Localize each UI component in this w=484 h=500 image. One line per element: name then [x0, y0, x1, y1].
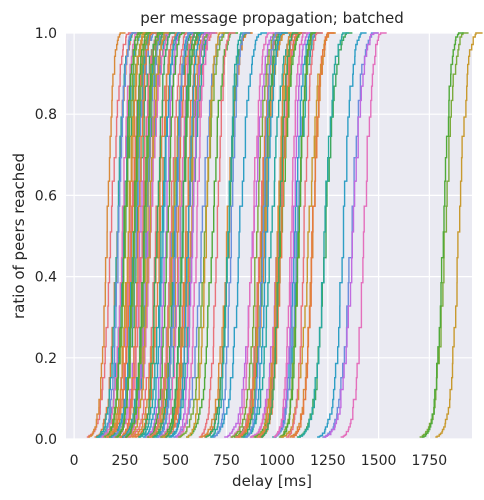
series-line — [244, 32, 289, 438]
series-line — [124, 32, 175, 438]
series-line — [286, 32, 323, 438]
series-line — [142, 32, 184, 438]
series-line — [114, 32, 155, 438]
x-tick-label: 1250 — [310, 453, 346, 469]
series-line — [298, 32, 350, 438]
series-line — [245, 32, 282, 438]
series-line — [88, 32, 126, 438]
series-line — [138, 32, 176, 438]
series-line — [260, 32, 299, 438]
series-line — [435, 32, 483, 438]
y-tick-label: 0.8 — [35, 107, 57, 123]
y-axis-label: ratio of peers reached — [10, 153, 28, 319]
y-tick-label: 0.4 — [35, 270, 57, 286]
series-line — [177, 32, 216, 438]
series-line — [422, 32, 464, 438]
series-line — [241, 32, 286, 438]
series-line — [152, 32, 197, 438]
series-line — [148, 32, 192, 438]
series-line — [198, 32, 236, 438]
x-tick-label: 250 — [112, 453, 139, 469]
series-line — [317, 32, 367, 438]
x-tick-label: 1750 — [412, 453, 448, 469]
x-tick-labels: 0 250 500 750 1000 1250 1500 1750 — [70, 453, 448, 469]
series-line — [213, 32, 251, 438]
series-line — [291, 32, 334, 438]
series-line — [170, 32, 206, 438]
x-tick-label: 1500 — [361, 453, 397, 469]
y-tick-labels: 0.0 0.2 0.4 0.6 0.8 1.0 — [35, 26, 57, 448]
y-tick-label: 1.0 — [35, 26, 57, 42]
series-line — [120, 32, 157, 438]
series-line — [157, 32, 195, 438]
series-line — [178, 32, 230, 438]
series-line — [116, 32, 152, 438]
x-tick-label: 500 — [162, 453, 189, 469]
series-line — [105, 32, 144, 438]
y-tick-label: 0.2 — [35, 351, 57, 367]
series-line — [100, 32, 137, 438]
series-line — [145, 32, 186, 438]
series-line — [230, 32, 283, 438]
series-line — [148, 32, 188, 438]
x-tick-label: 750 — [213, 453, 240, 469]
series-line — [186, 32, 226, 438]
x-tick-label: 0 — [70, 453, 79, 469]
series-line — [419, 32, 469, 438]
series-line — [101, 32, 142, 438]
series-line — [273, 32, 309, 438]
series-line — [125, 32, 164, 438]
series-line — [340, 32, 387, 438]
series-line — [128, 32, 171, 438]
series-group — [86, 32, 483, 438]
series-line — [107, 32, 151, 438]
chart-title: per message propagation; batched — [140, 9, 403, 27]
x-tick-label: 1000 — [259, 453, 295, 469]
series-line — [280, 32, 317, 438]
series-line — [165, 32, 200, 438]
series-line — [210, 32, 247, 438]
series-line — [175, 32, 210, 438]
series-line — [323, 32, 379, 438]
x-axis-label: delay [ms] — [232, 472, 312, 490]
series-line — [230, 32, 274, 438]
y-tick-label: 0.6 — [35, 188, 57, 204]
y-tick-label: 0.0 — [35, 432, 57, 448]
